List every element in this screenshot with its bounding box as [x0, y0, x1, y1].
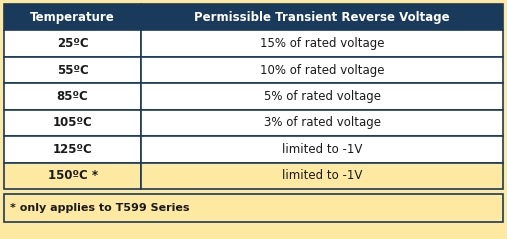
Bar — [4, 83, 141, 110]
Text: limited to -1V: limited to -1V — [282, 169, 363, 182]
Bar — [4, 194, 503, 222]
Bar — [141, 163, 503, 189]
Bar — [4, 57, 141, 83]
Text: 55ºC: 55ºC — [57, 64, 89, 76]
Text: Temperature: Temperature — [30, 11, 115, 24]
Text: 5% of rated voltage: 5% of rated voltage — [264, 90, 381, 103]
Text: Permissible Transient Reverse Voltage: Permissible Transient Reverse Voltage — [194, 11, 450, 24]
Bar — [141, 57, 503, 83]
Text: 3% of rated voltage: 3% of rated voltage — [264, 116, 381, 130]
Text: * only applies to T599 Series: * only applies to T599 Series — [10, 203, 190, 213]
Text: 85ºC: 85ºC — [57, 90, 89, 103]
Bar — [141, 4, 503, 30]
Bar — [4, 163, 141, 189]
Bar — [4, 136, 141, 163]
Text: limited to -1V: limited to -1V — [282, 143, 363, 156]
Text: 125ºC: 125ºC — [53, 143, 92, 156]
Bar — [141, 110, 503, 136]
Text: 15% of rated voltage: 15% of rated voltage — [260, 37, 384, 50]
Bar — [4, 4, 141, 30]
Text: 150ºC *: 150ºC * — [48, 169, 98, 182]
Bar — [4, 30, 141, 57]
Bar — [141, 83, 503, 110]
Text: 25ºC: 25ºC — [57, 37, 88, 50]
Bar — [4, 110, 141, 136]
Bar — [141, 30, 503, 57]
Bar — [141, 136, 503, 163]
Text: 10% of rated voltage: 10% of rated voltage — [260, 64, 384, 76]
Text: 105ºC: 105ºC — [53, 116, 92, 130]
